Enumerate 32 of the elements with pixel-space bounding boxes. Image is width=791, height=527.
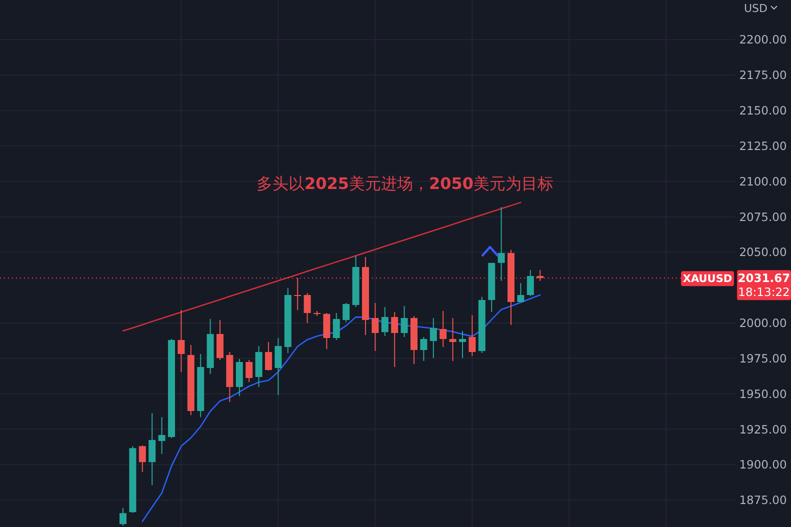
y-tick-label: 2125.00	[739, 138, 787, 153]
line-series	[122, 202, 522, 332]
candlestick	[314, 310, 320, 316]
y-tick-label: 1950.00	[739, 386, 787, 401]
candlestick	[430, 318, 437, 358]
candlestick	[449, 318, 456, 361]
candlestick	[459, 330, 466, 358]
line-series	[142, 294, 541, 522]
candlestick	[440, 310, 447, 347]
y-axis-title: USD	[744, 2, 768, 15]
y-tick-label: 2150.00	[739, 104, 787, 118]
candlestick	[148, 413, 156, 486]
y-tick-label: 2100.00	[739, 174, 787, 188]
price-label: 2031.67 18:13:22 XAUUSD	[681, 270, 791, 300]
y-tick-label: 1975.00	[739, 351, 787, 366]
annotation: 多头以2025美元进场，2050美元为目标	[256, 174, 554, 193]
candlestick	[498, 206, 505, 281]
candlestick	[372, 303, 379, 352]
y-tick-label: 2175.00	[739, 68, 787, 82]
y-tick-label: 2075.00	[739, 210, 787, 224]
candlestick	[391, 312, 398, 368]
candlestick	[178, 310, 185, 372]
y-tick-label: 1875.00	[739, 493, 787, 508]
y-tick-label: 2200.00	[739, 32, 787, 47]
y-tick-label: 1925.00	[739, 422, 787, 436]
y-tick-label: 2000.00	[739, 316, 787, 330]
y-tick-label: 1900.00	[739, 458, 787, 472]
candlestick	[158, 417, 166, 454]
ref-line-label: XAUUSD	[682, 273, 732, 286]
candlestick	[468, 315, 476, 356]
candlestick	[294, 278, 302, 310]
y-tick-label: 2050.00	[739, 245, 787, 260]
